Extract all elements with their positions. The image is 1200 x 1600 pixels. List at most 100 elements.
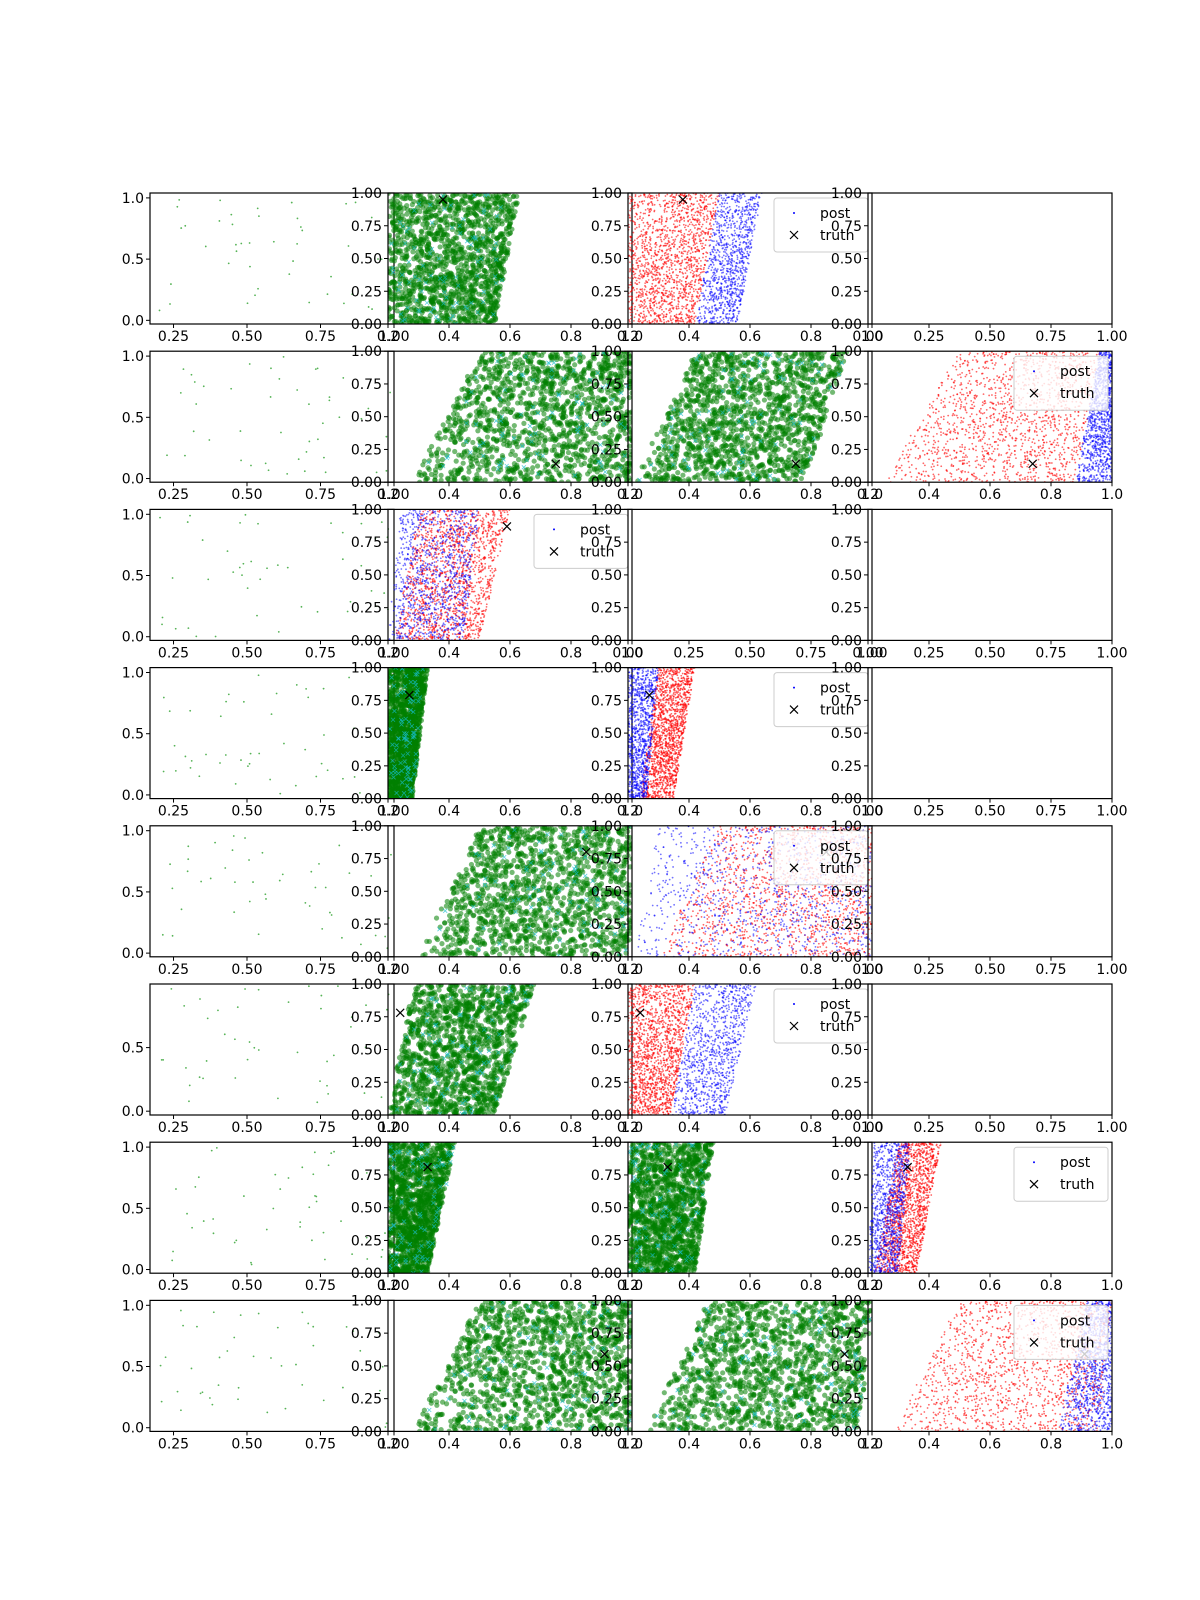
post-blue-point bbox=[726, 263, 729, 266]
post-blue-point bbox=[739, 299, 742, 302]
post-blue-point bbox=[735, 245, 737, 248]
post-red-point bbox=[711, 214, 714, 217]
post-red-point bbox=[649, 223, 652, 226]
post-blue-point bbox=[752, 197, 755, 200]
post-blue-point bbox=[736, 319, 739, 321]
post-red-point bbox=[685, 261, 687, 264]
post-blue-point bbox=[741, 255, 744, 258]
post-red-point bbox=[693, 284, 696, 287]
post-red-point bbox=[655, 194, 658, 197]
posterior-point bbox=[460, 251, 466, 257]
post-red-point bbox=[644, 317, 646, 319]
post-red-point bbox=[666, 296, 669, 299]
post-blue-point bbox=[725, 221, 728, 224]
post-blue-point bbox=[720, 269, 722, 272]
posterior-point bbox=[389, 313, 395, 319]
post-blue-point bbox=[743, 285, 746, 287]
post-red-point bbox=[650, 292, 653, 294]
post-red-point bbox=[698, 235, 701, 238]
post-blue-point bbox=[731, 215, 734, 218]
sample-point bbox=[219, 199, 222, 202]
cyan-marker bbox=[411, 208, 417, 213]
post-blue-point bbox=[720, 194, 723, 197]
post-blue-point bbox=[741, 213, 744, 215]
post-blue-point bbox=[739, 241, 742, 244]
post-red-point bbox=[662, 262, 665, 265]
cyan-marker bbox=[423, 280, 429, 285]
post-blue-point bbox=[748, 225, 751, 228]
posterior-point bbox=[493, 288, 499, 294]
post-red-point bbox=[681, 209, 684, 212]
post-blue-point bbox=[714, 220, 717, 223]
post-red-point bbox=[633, 308, 636, 311]
post-blue-point bbox=[700, 317, 703, 320]
post-blue-point bbox=[717, 249, 720, 252]
cyan-marker bbox=[397, 281, 402, 286]
post-red-point bbox=[649, 305, 651, 308]
posterior-point bbox=[397, 301, 403, 308]
post-red-point bbox=[645, 280, 647, 282]
post-red-point bbox=[678, 224, 681, 227]
posterior-point bbox=[427, 255, 433, 262]
post-red-point bbox=[699, 242, 702, 245]
post-red-point bbox=[656, 220, 658, 223]
x-tick-label: 0.25 bbox=[158, 487, 189, 503]
post-blue-point bbox=[710, 312, 713, 315]
post-red-point bbox=[653, 255, 655, 258]
post-red-point bbox=[666, 265, 668, 268]
post-red-point bbox=[698, 211, 701, 214]
cyan-marker bbox=[480, 299, 486, 305]
post-red-point bbox=[639, 315, 642, 318]
post-blue-point bbox=[718, 195, 721, 198]
post-blue-point bbox=[705, 299, 708, 301]
post-red-point bbox=[664, 207, 667, 210]
post-red-point bbox=[658, 268, 661, 270]
cyan-marker bbox=[436, 256, 442, 261]
post-blue-point bbox=[711, 285, 714, 288]
post-red-point bbox=[695, 270, 698, 273]
post-blue-point bbox=[727, 267, 729, 270]
sample-point bbox=[296, 389, 299, 391]
post-blue-point bbox=[749, 218, 752, 221]
posterior-point bbox=[429, 276, 435, 282]
post-blue-point bbox=[743, 235, 746, 238]
post-blue-point bbox=[741, 206, 744, 209]
post-red-point bbox=[667, 280, 670, 282]
post-blue-point bbox=[712, 300, 715, 303]
post-blue-point bbox=[745, 202, 748, 205]
post-red-point bbox=[679, 241, 681, 244]
post-red-point bbox=[673, 245, 675, 248]
post-red-point bbox=[642, 310, 645, 313]
post-blue-point bbox=[712, 231, 715, 234]
post-blue-point bbox=[716, 229, 718, 232]
posterior-point bbox=[460, 309, 466, 316]
cyan-marker bbox=[399, 272, 405, 278]
post-blue-point bbox=[746, 204, 749, 207]
cyan-marker bbox=[494, 257, 499, 262]
cyan-marker bbox=[475, 259, 480, 264]
cyan-marker bbox=[406, 259, 412, 265]
post-blue-point bbox=[710, 259, 713, 262]
post-blue-point bbox=[720, 205, 723, 208]
posterior-point bbox=[423, 285, 429, 291]
post-red-point bbox=[652, 227, 655, 230]
post-red-point bbox=[683, 291, 686, 294]
post-blue-point bbox=[712, 279, 714, 282]
post-red-point bbox=[633, 316, 636, 319]
post-blue-point bbox=[727, 319, 730, 322]
post-red-point bbox=[691, 269, 694, 272]
post-blue-point bbox=[739, 267, 742, 270]
post-red-point bbox=[644, 240, 647, 243]
post-red-point bbox=[696, 207, 699, 210]
sample-point bbox=[354, 201, 357, 204]
post-red-point bbox=[666, 289, 668, 292]
posterior-point bbox=[402, 285, 409, 291]
post-blue-point bbox=[725, 242, 728, 244]
post-blue-point bbox=[731, 239, 734, 242]
posterior-point bbox=[388, 289, 393, 295]
post-red-point bbox=[653, 220, 656, 223]
sample-point bbox=[240, 242, 243, 245]
sample-point bbox=[360, 417, 363, 420]
post-blue-point bbox=[730, 233, 733, 236]
post-blue-point bbox=[728, 305, 731, 308]
